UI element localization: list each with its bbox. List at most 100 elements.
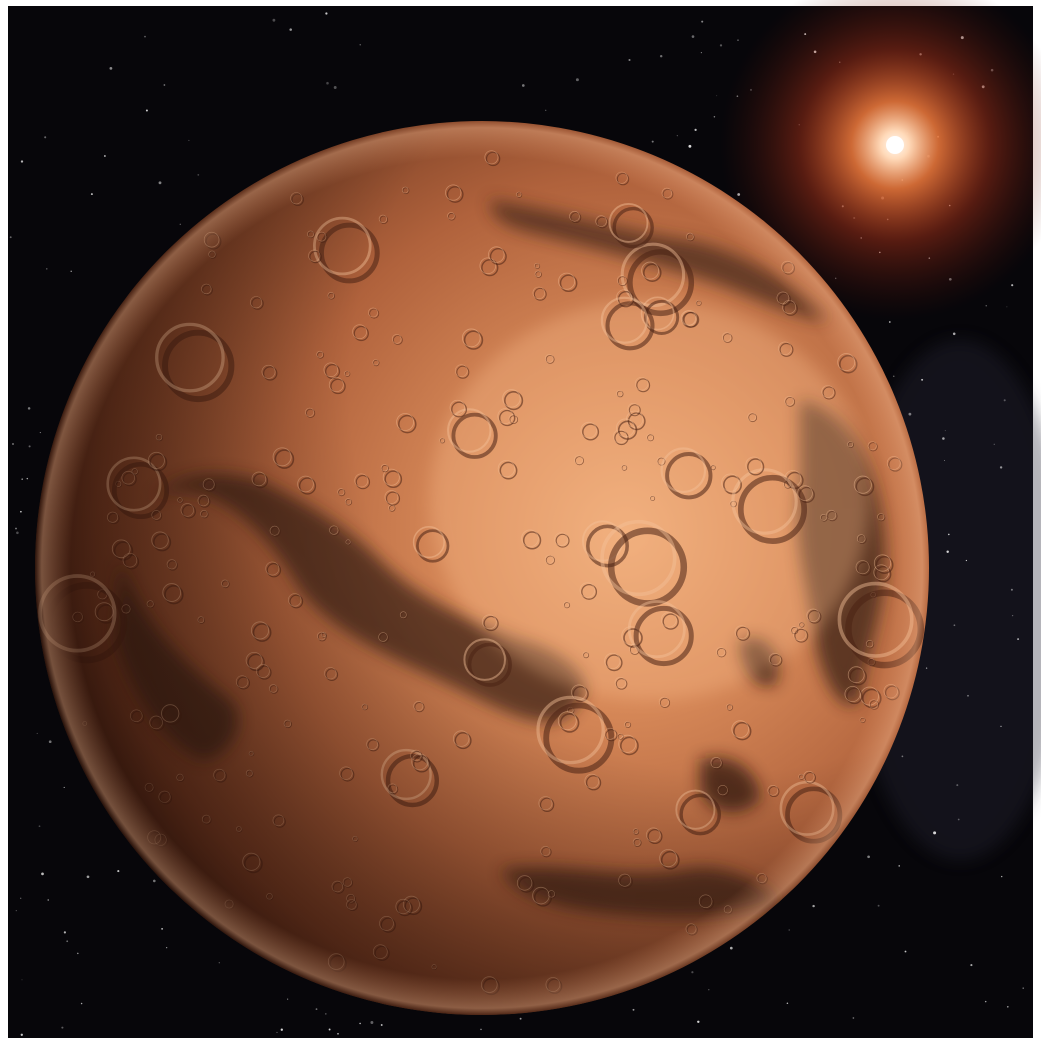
star: [287, 998, 289, 1000]
star: [66, 940, 69, 943]
star: [90, 193, 93, 196]
star: [370, 1021, 374, 1024]
distant-star-core: [886, 136, 904, 154]
star: [289, 28, 292, 31]
star: [20, 510, 22, 513]
star: [946, 550, 949, 554]
star: [197, 173, 200, 176]
star: [947, 533, 950, 536]
star: [272, 18, 276, 22]
star: [691, 35, 695, 38]
star: [701, 20, 704, 23]
star: [326, 81, 329, 85]
star: [719, 44, 723, 47]
star: [901, 755, 904, 758]
star: [80, 1002, 83, 1005]
star: [697, 1020, 700, 1024]
star: [632, 1008, 635, 1011]
star: [956, 784, 959, 787]
star: [161, 927, 164, 930]
star: [47, 899, 49, 901]
star: [893, 375, 895, 377]
star: [575, 78, 579, 82]
star: [1011, 614, 1014, 617]
star: [61, 1026, 64, 1029]
star: [944, 459, 945, 461]
star: [984, 1000, 987, 1003]
star: [77, 952, 79, 955]
star: [898, 865, 900, 867]
star: [1003, 399, 1006, 402]
planet: [35, 121, 929, 1015]
star: [812, 904, 815, 908]
star: [877, 904, 880, 907]
star: [708, 989, 710, 991]
star: [324, 1013, 327, 1015]
star: [659, 54, 663, 58]
star: [904, 950, 907, 953]
star: [188, 139, 190, 141]
star: [651, 140, 654, 143]
star: [12, 443, 14, 445]
star: [700, 52, 702, 54]
star: [786, 1002, 789, 1004]
star: [70, 270, 72, 273]
star: [628, 58, 631, 62]
star: [315, 1008, 318, 1010]
star: [737, 39, 739, 41]
star: [925, 667, 928, 669]
star: [166, 947, 168, 949]
star: [1017, 638, 1020, 641]
star: [158, 181, 162, 185]
star: [44, 136, 47, 139]
star: [63, 931, 67, 934]
star: [676, 135, 678, 137]
star: [359, 44, 361, 46]
star: [325, 12, 328, 15]
star: [852, 1017, 855, 1019]
star: [691, 971, 694, 974]
star: [20, 160, 24, 163]
star: [39, 432, 41, 434]
star: [965, 559, 968, 562]
star: [152, 879, 156, 883]
star: [1010, 588, 1013, 591]
star: [908, 412, 912, 416]
star: [1011, 284, 1014, 287]
star: [21, 979, 23, 981]
star: [20, 1033, 23, 1036]
star: [179, 223, 181, 225]
star: [921, 378, 924, 381]
star: [117, 870, 120, 873]
star: [15, 910, 17, 912]
star: [713, 116, 716, 118]
star: [359, 1022, 361, 1025]
star: [337, 1032, 339, 1035]
star: [36, 732, 38, 734]
star: [888, 321, 891, 323]
star: [729, 946, 733, 950]
star: [218, 962, 220, 964]
star: [521, 84, 525, 87]
star: [38, 825, 41, 828]
star: [1006, 306, 1008, 308]
star: [41, 872, 44, 876]
star: [380, 1024, 383, 1026]
star: [27, 407, 31, 410]
star: [688, 144, 692, 148]
star: [26, 477, 29, 480]
star: [545, 109, 547, 111]
star: [145, 109, 148, 112]
star: [694, 128, 697, 132]
star: [21, 478, 23, 480]
star: [480, 1028, 482, 1031]
distant-star-glow: [720, 0, 1041, 320]
star: [519, 1017, 522, 1020]
star: [952, 332, 956, 336]
star: [280, 1028, 283, 1031]
star: [970, 964, 973, 967]
star: [933, 831, 937, 835]
star: [1000, 725, 1002, 727]
star: [1022, 987, 1024, 989]
star: [716, 95, 718, 97]
